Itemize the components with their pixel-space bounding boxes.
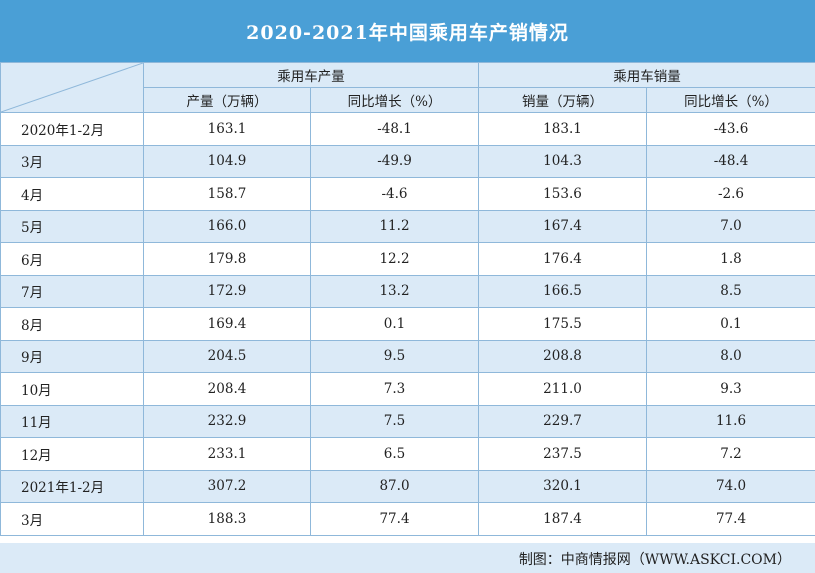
production-value-cell: 163.1 [143, 112, 311, 146]
sales-value-cell: 167.4 [478, 209, 647, 243]
sales-yoy-cell: -48.4 [646, 144, 815, 178]
period-cell: 12月 [0, 437, 144, 471]
production-value-cell: 179.8 [143, 242, 311, 276]
production-yoy-cell: 13.2 [310, 274, 479, 308]
sales-yoy-cell: -43.6 [646, 112, 815, 146]
table-row: 5月 166.0 11.2 167.4 7.0 [0, 209, 815, 243]
production-value-cell: 158.7 [143, 177, 311, 211]
source-credit: 制图：中商情报网（WWW.ASKCI.COM） [518, 552, 791, 568]
sales-value-cell: 176.4 [478, 242, 647, 276]
sales-yoy-cell: 11.6 [646, 404, 815, 438]
production-value-cell: 307.2 [143, 469, 311, 503]
production-value-cell: 166.0 [143, 209, 311, 243]
sales-value-cell: 211.0 [478, 372, 647, 406]
production-value-cell: 104.9 [143, 144, 311, 178]
production-value-cell: 208.4 [143, 372, 311, 406]
table-row: 2020年1-2月 163.1 -48.1 183.1 -43.6 [0, 112, 815, 146]
sales-value-cell: 208.8 [478, 339, 647, 373]
production-value-cell: 169.4 [143, 307, 311, 341]
sales-yoy-cell: 8.5 [646, 274, 815, 308]
production-value-cell: 204.5 [143, 339, 311, 373]
production-yoy-cell: -49.9 [310, 144, 479, 178]
period-cell: 9月 [0, 339, 144, 373]
sales-value-cell: 320.1 [478, 469, 647, 503]
period-cell: 2020年1-2月 [0, 112, 144, 146]
table-row: 12月 233.1 6.5 237.5 7.2 [0, 437, 815, 471]
period-cell: 6月 [0, 242, 144, 276]
production-yoy-cell: 6.5 [310, 437, 479, 471]
diagonal-divider [1, 63, 143, 112]
production-yoy-cell: -48.1 [310, 112, 479, 146]
sales-yoy-cell: 0.1 [646, 307, 815, 341]
footer-bar: 制图：中商情报网（WWW.ASKCI.COM） [0, 543, 815, 573]
sales-value-cell: 175.5 [478, 307, 647, 341]
production-yoy-cell: 0.1 [310, 307, 479, 341]
table-row: 4月 158.7 -4.6 153.6 -2.6 [0, 177, 815, 211]
production-yoy-cell: 7.5 [310, 404, 479, 438]
sales-yoy-cell: 7.2 [646, 437, 815, 471]
production-value-cell: 233.1 [143, 437, 311, 471]
column-header-sales: 销量（万辆） [478, 87, 647, 113]
corner-cell [0, 62, 144, 113]
sales-value-cell: 237.5 [478, 437, 647, 471]
table-row: 11月 232.9 7.5 229.7 11.6 [0, 404, 815, 438]
period-cell: 2021年1-2月 [0, 469, 144, 503]
period-cell: 3月 [0, 502, 144, 536]
table-row: 10月 208.4 7.3 211.0 9.3 [0, 372, 815, 406]
period-cell: 4月 [0, 177, 144, 211]
sales-yoy-cell: -2.6 [646, 177, 815, 211]
group-header-sales: 乘用车销量 [478, 62, 815, 88]
production-yoy-cell: 12.2 [310, 242, 479, 276]
production-value-cell: 172.9 [143, 274, 311, 308]
sales-value-cell: 153.6 [478, 177, 647, 211]
column-header-production: 产量（万辆） [143, 87, 311, 113]
sales-yoy-cell: 7.0 [646, 209, 815, 243]
sales-yoy-cell: 74.0 [646, 469, 815, 503]
data-table: 乘用车产量 乘用车销量 产量（万辆） 同比增长（%） 销量（万辆） 同比增长（%… [0, 62, 815, 536]
production-yoy-cell: 7.3 [310, 372, 479, 406]
table-row: 3月 104.9 -49.9 104.3 -48.4 [0, 144, 815, 178]
table-row: 8月 169.4 0.1 175.5 0.1 [0, 307, 815, 341]
production-yoy-cell: 9.5 [310, 339, 479, 373]
table-row: 2021年1-2月 307.2 87.0 320.1 74.0 [0, 469, 815, 503]
production-yoy-cell: 87.0 [310, 469, 479, 503]
production-yoy-cell: 77.4 [310, 502, 479, 536]
column-header-production-yoy: 同比增长（%） [310, 87, 479, 113]
production-yoy-cell: -4.6 [310, 177, 479, 211]
column-header-sales-yoy: 同比增长（%） [646, 87, 815, 113]
sales-yoy-cell: 9.3 [646, 372, 815, 406]
period-cell: 10月 [0, 372, 144, 406]
sales-yoy-cell: 77.4 [646, 502, 815, 536]
group-header-production: 乘用车产量 [143, 62, 479, 88]
sales-value-cell: 187.4 [478, 502, 647, 536]
period-cell: 5月 [0, 209, 144, 243]
table-row: 3月 188.3 77.4 187.4 77.4 [0, 502, 815, 536]
period-cell: 3月 [0, 144, 144, 178]
header-row-columns: 产量（万辆） 同比增长（%） 销量（万辆） 同比增长（%） [1, 87, 815, 113]
period-cell: 7月 [0, 274, 144, 308]
sales-value-cell: 166.5 [478, 274, 647, 308]
production-yoy-cell: 11.2 [310, 209, 479, 243]
sales-value-cell: 183.1 [478, 112, 647, 146]
production-value-cell: 232.9 [143, 404, 311, 438]
sales-value-cell: 229.7 [478, 404, 647, 438]
header-row-groups: 乘用车产量 乘用车销量 [0, 62, 815, 113]
table-row: 7月 172.9 13.2 166.5 8.5 [0, 274, 815, 308]
table-row: 9月 204.5 9.5 208.8 8.0 [0, 339, 815, 373]
production-value-cell: 188.3 [143, 502, 311, 536]
table-row: 6月 179.8 12.2 176.4 1.8 [0, 242, 815, 276]
period-cell: 11月 [0, 404, 144, 438]
sales-yoy-cell: 1.8 [646, 242, 815, 276]
sales-value-cell: 104.3 [478, 144, 647, 178]
chart-title: 2020-2021年中国乘用车产销情况 [0, 0, 815, 62]
sales-yoy-cell: 8.0 [646, 339, 815, 373]
period-cell: 8月 [0, 307, 144, 341]
